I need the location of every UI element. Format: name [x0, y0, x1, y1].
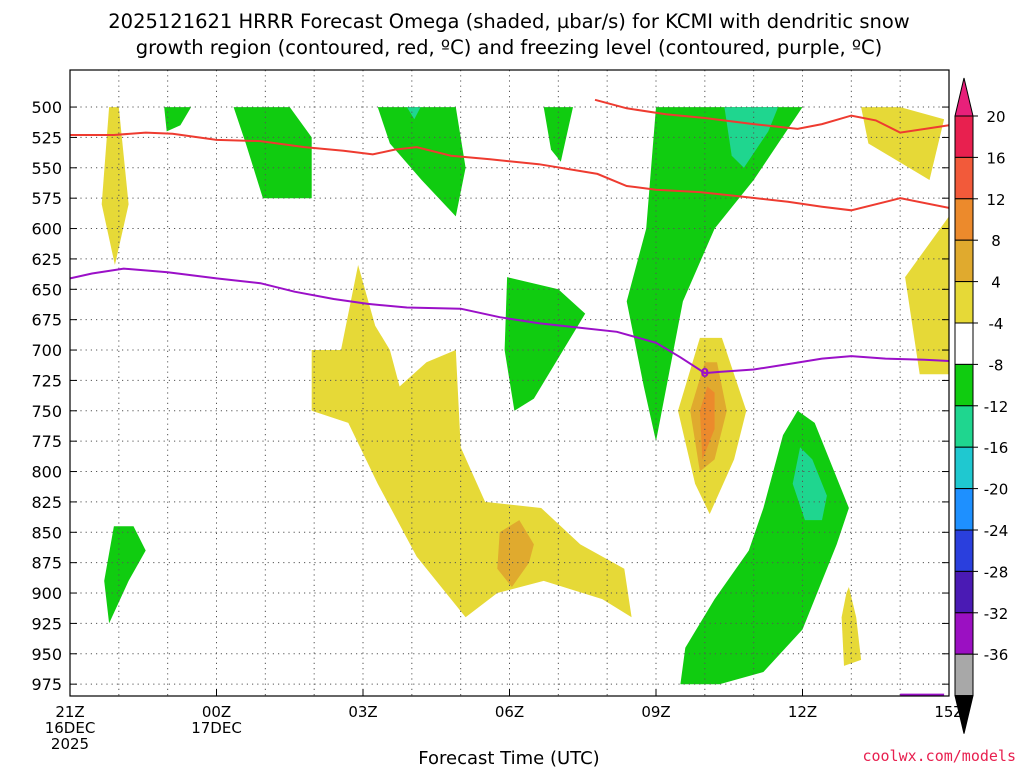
colorbar-bin	[954, 156, 974, 200]
colorbar-label: -16	[984, 439, 1009, 457]
omega-positive-region	[905, 216, 949, 375]
colorbar-label: -36	[984, 646, 1009, 664]
colorbar-label: -20	[984, 481, 1009, 499]
freezing-level-label: 0	[701, 366, 709, 380]
x-tick-label: 16DEC	[45, 719, 96, 737]
y-tick-label: 850	[31, 523, 62, 542]
colorbar-bin	[954, 488, 974, 531]
y-tick-label: 575	[31, 189, 62, 208]
y-tick-label: 600	[31, 220, 62, 239]
gridlines	[70, 70, 949, 696]
x-axis-label: Forecast Time (UTC)	[418, 748, 599, 768]
colorbar-bin	[954, 115, 974, 158]
y-tick-label: 825	[31, 493, 62, 512]
omega-negative-region	[504, 277, 586, 411]
y-tick-label: 550	[31, 159, 62, 178]
colorbar: 20 16 12 8 4 -4 -8 -12 -16 -20 -24 -28 -32 -36	[954, 77, 1009, 734]
dgz-contour-line	[70, 131, 949, 212]
omega-positive-region	[699, 386, 715, 460]
y-tick-label: 975	[31, 675, 62, 694]
y-tick-label: 525	[31, 128, 62, 147]
colorbar-label: 4	[991, 274, 1001, 292]
colorbar-label: -8	[989, 356, 1004, 374]
colorbar-label: -28	[984, 563, 1009, 581]
y-tick-label: 625	[31, 250, 62, 269]
x-tick-label: 06Z	[495, 703, 524, 721]
dgz-contour-line	[594, 98, 949, 134]
y-tick-label: 950	[31, 645, 62, 664]
colorbar-label: 20	[986, 108, 1005, 126]
colorbar-label: -12	[984, 398, 1009, 416]
colorbar-label: -4	[989, 315, 1004, 333]
colorbar-top-cap	[954, 77, 974, 117]
x-tick-label: 09Z	[641, 703, 670, 721]
colorbar-label: -24	[984, 522, 1009, 540]
colorbar-label: 12	[986, 191, 1005, 209]
x-tick-label: 12Z	[788, 703, 817, 721]
colorbar-bin	[954, 612, 974, 655]
x-tick-label: 00Z	[202, 703, 231, 721]
omega-negative-region	[164, 107, 192, 132]
colorbar-bin	[954, 239, 974, 283]
chart-title-line2: growth region (contoured, red, ºC) and f…	[136, 36, 883, 59]
omega-positive-region	[101, 107, 129, 265]
colorbar-bin	[954, 322, 974, 365]
colorbar-bin	[954, 405, 974, 448]
colorbar-label: 16	[986, 149, 1005, 167]
plot-area	[101, 107, 949, 685]
omega-negative-region	[543, 107, 573, 162]
y-tick-label: 675	[31, 311, 62, 330]
chart-title: 2025121621 HRRR Forecast Omega (shaded, …	[108, 10, 910, 33]
omega-positive-region	[861, 107, 945, 180]
omega-negative-region	[104, 526, 146, 624]
contour-lines: 0	[70, 98, 949, 696]
x-tick-label: 15Z	[934, 703, 963, 721]
y-tick-label: 775	[31, 432, 62, 451]
colorbar-label: -32	[984, 605, 1009, 623]
x-tick-label: 21Z	[55, 703, 84, 721]
y-tick-label: 750	[31, 402, 62, 421]
y-tick-label: 875	[31, 554, 62, 573]
omega-negative-region	[377, 107, 466, 217]
y-tick-label: 500	[31, 98, 62, 117]
y-tick-label: 700	[31, 341, 62, 360]
omega-positive-region	[497, 520, 534, 587]
colorbar-bottom-cap	[954, 695, 974, 734]
colorbar-bin	[954, 198, 974, 241]
freezing-level-line	[70, 267, 949, 375]
omega-positive-region	[311, 265, 632, 618]
y-tick-label: 650	[31, 280, 62, 299]
y-tick-label: 925	[31, 614, 62, 633]
x-tick-label: 2025	[51, 735, 89, 753]
y-tick-label: 800	[31, 463, 62, 482]
colorbar-bin	[954, 570, 974, 614]
credit-text: coolwx.com/models	[862, 747, 1016, 765]
x-tick-label: 03Z	[348, 703, 377, 721]
colorbar-bin	[954, 446, 974, 490]
omega-negative-region	[792, 447, 827, 521]
colorbar-bin	[954, 281, 974, 324]
colorbar-bin	[954, 529, 974, 572]
colorbar-bin	[954, 653, 974, 697]
x-tick-label: 17DEC	[191, 719, 242, 737]
y-tick-label: 900	[31, 584, 62, 603]
colorbar-bin	[954, 363, 974, 407]
omega-negative-region	[233, 107, 312, 199]
y-tick-label: 725	[31, 371, 62, 390]
omega-negative-region	[406, 107, 421, 120]
colorbar-label: 8	[991, 232, 1001, 250]
axes: 500 525 550 575 600 625 650 675 700 725 750 775 800 8…	[31, 98, 963, 753]
